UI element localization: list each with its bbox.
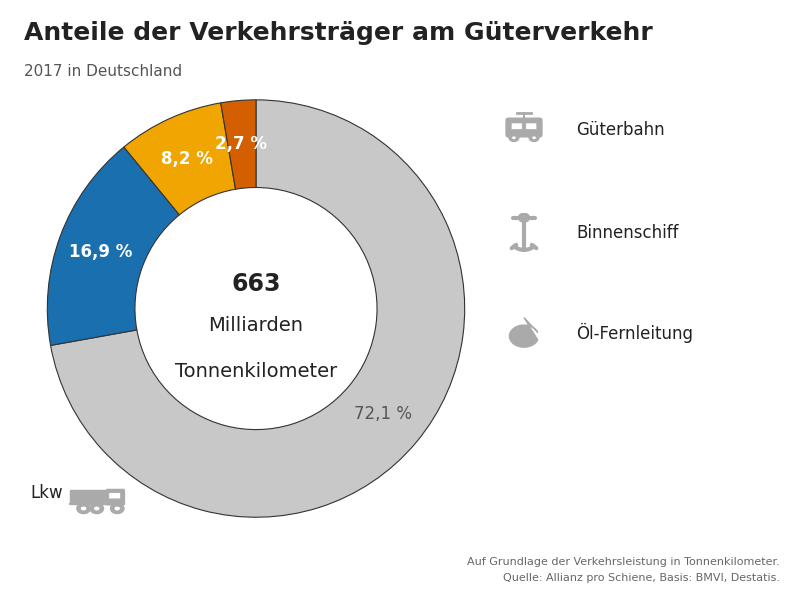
Circle shape	[77, 503, 90, 514]
Text: 72,1 %: 72,1 %	[354, 405, 412, 423]
Text: Lkw: Lkw	[30, 484, 63, 502]
Circle shape	[509, 134, 519, 142]
Circle shape	[81, 506, 86, 511]
Text: Öl-Fernleitung: Öl-Fernleitung	[576, 322, 693, 343]
Polygon shape	[510, 318, 538, 347]
Text: Anteile der Verkehrsträger am Güterverkehr: Anteile der Verkehrsträger am Güterverke…	[24, 21, 653, 45]
FancyBboxPatch shape	[109, 492, 121, 499]
Wedge shape	[50, 100, 465, 517]
Text: Güterbahn: Güterbahn	[576, 121, 665, 139]
Text: Auf Grundlage der Verkehrsleistung in Tonnenkilometer.: Auf Grundlage der Verkehrsleistung in To…	[467, 557, 780, 567]
Wedge shape	[47, 147, 179, 345]
FancyBboxPatch shape	[70, 490, 106, 504]
Text: 2017 in Deutschland: 2017 in Deutschland	[24, 64, 182, 79]
Text: Binnenschiff: Binnenschiff	[576, 224, 678, 242]
Circle shape	[90, 503, 103, 514]
FancyBboxPatch shape	[106, 489, 125, 505]
Circle shape	[94, 506, 100, 511]
Wedge shape	[124, 103, 235, 215]
Text: 2,7 %: 2,7 %	[215, 136, 267, 153]
Circle shape	[110, 503, 124, 514]
Circle shape	[114, 506, 120, 511]
FancyBboxPatch shape	[511, 123, 522, 129]
FancyBboxPatch shape	[506, 118, 542, 137]
Circle shape	[512, 136, 516, 139]
Text: 663: 663	[231, 272, 281, 295]
Text: Tonnenkilometer: Tonnenkilometer	[175, 362, 337, 381]
Text: 8,2 %: 8,2 %	[161, 150, 213, 168]
Text: Milliarden: Milliarden	[209, 316, 303, 335]
Circle shape	[532, 136, 536, 139]
FancyBboxPatch shape	[526, 123, 537, 129]
Text: 16,9 %: 16,9 %	[70, 243, 133, 261]
Text: Quelle: Allianz pro Schiene, Basis: BMVI, Destatis.: Quelle: Allianz pro Schiene, Basis: BMVI…	[503, 573, 780, 583]
Circle shape	[529, 134, 539, 142]
Wedge shape	[221, 100, 256, 189]
